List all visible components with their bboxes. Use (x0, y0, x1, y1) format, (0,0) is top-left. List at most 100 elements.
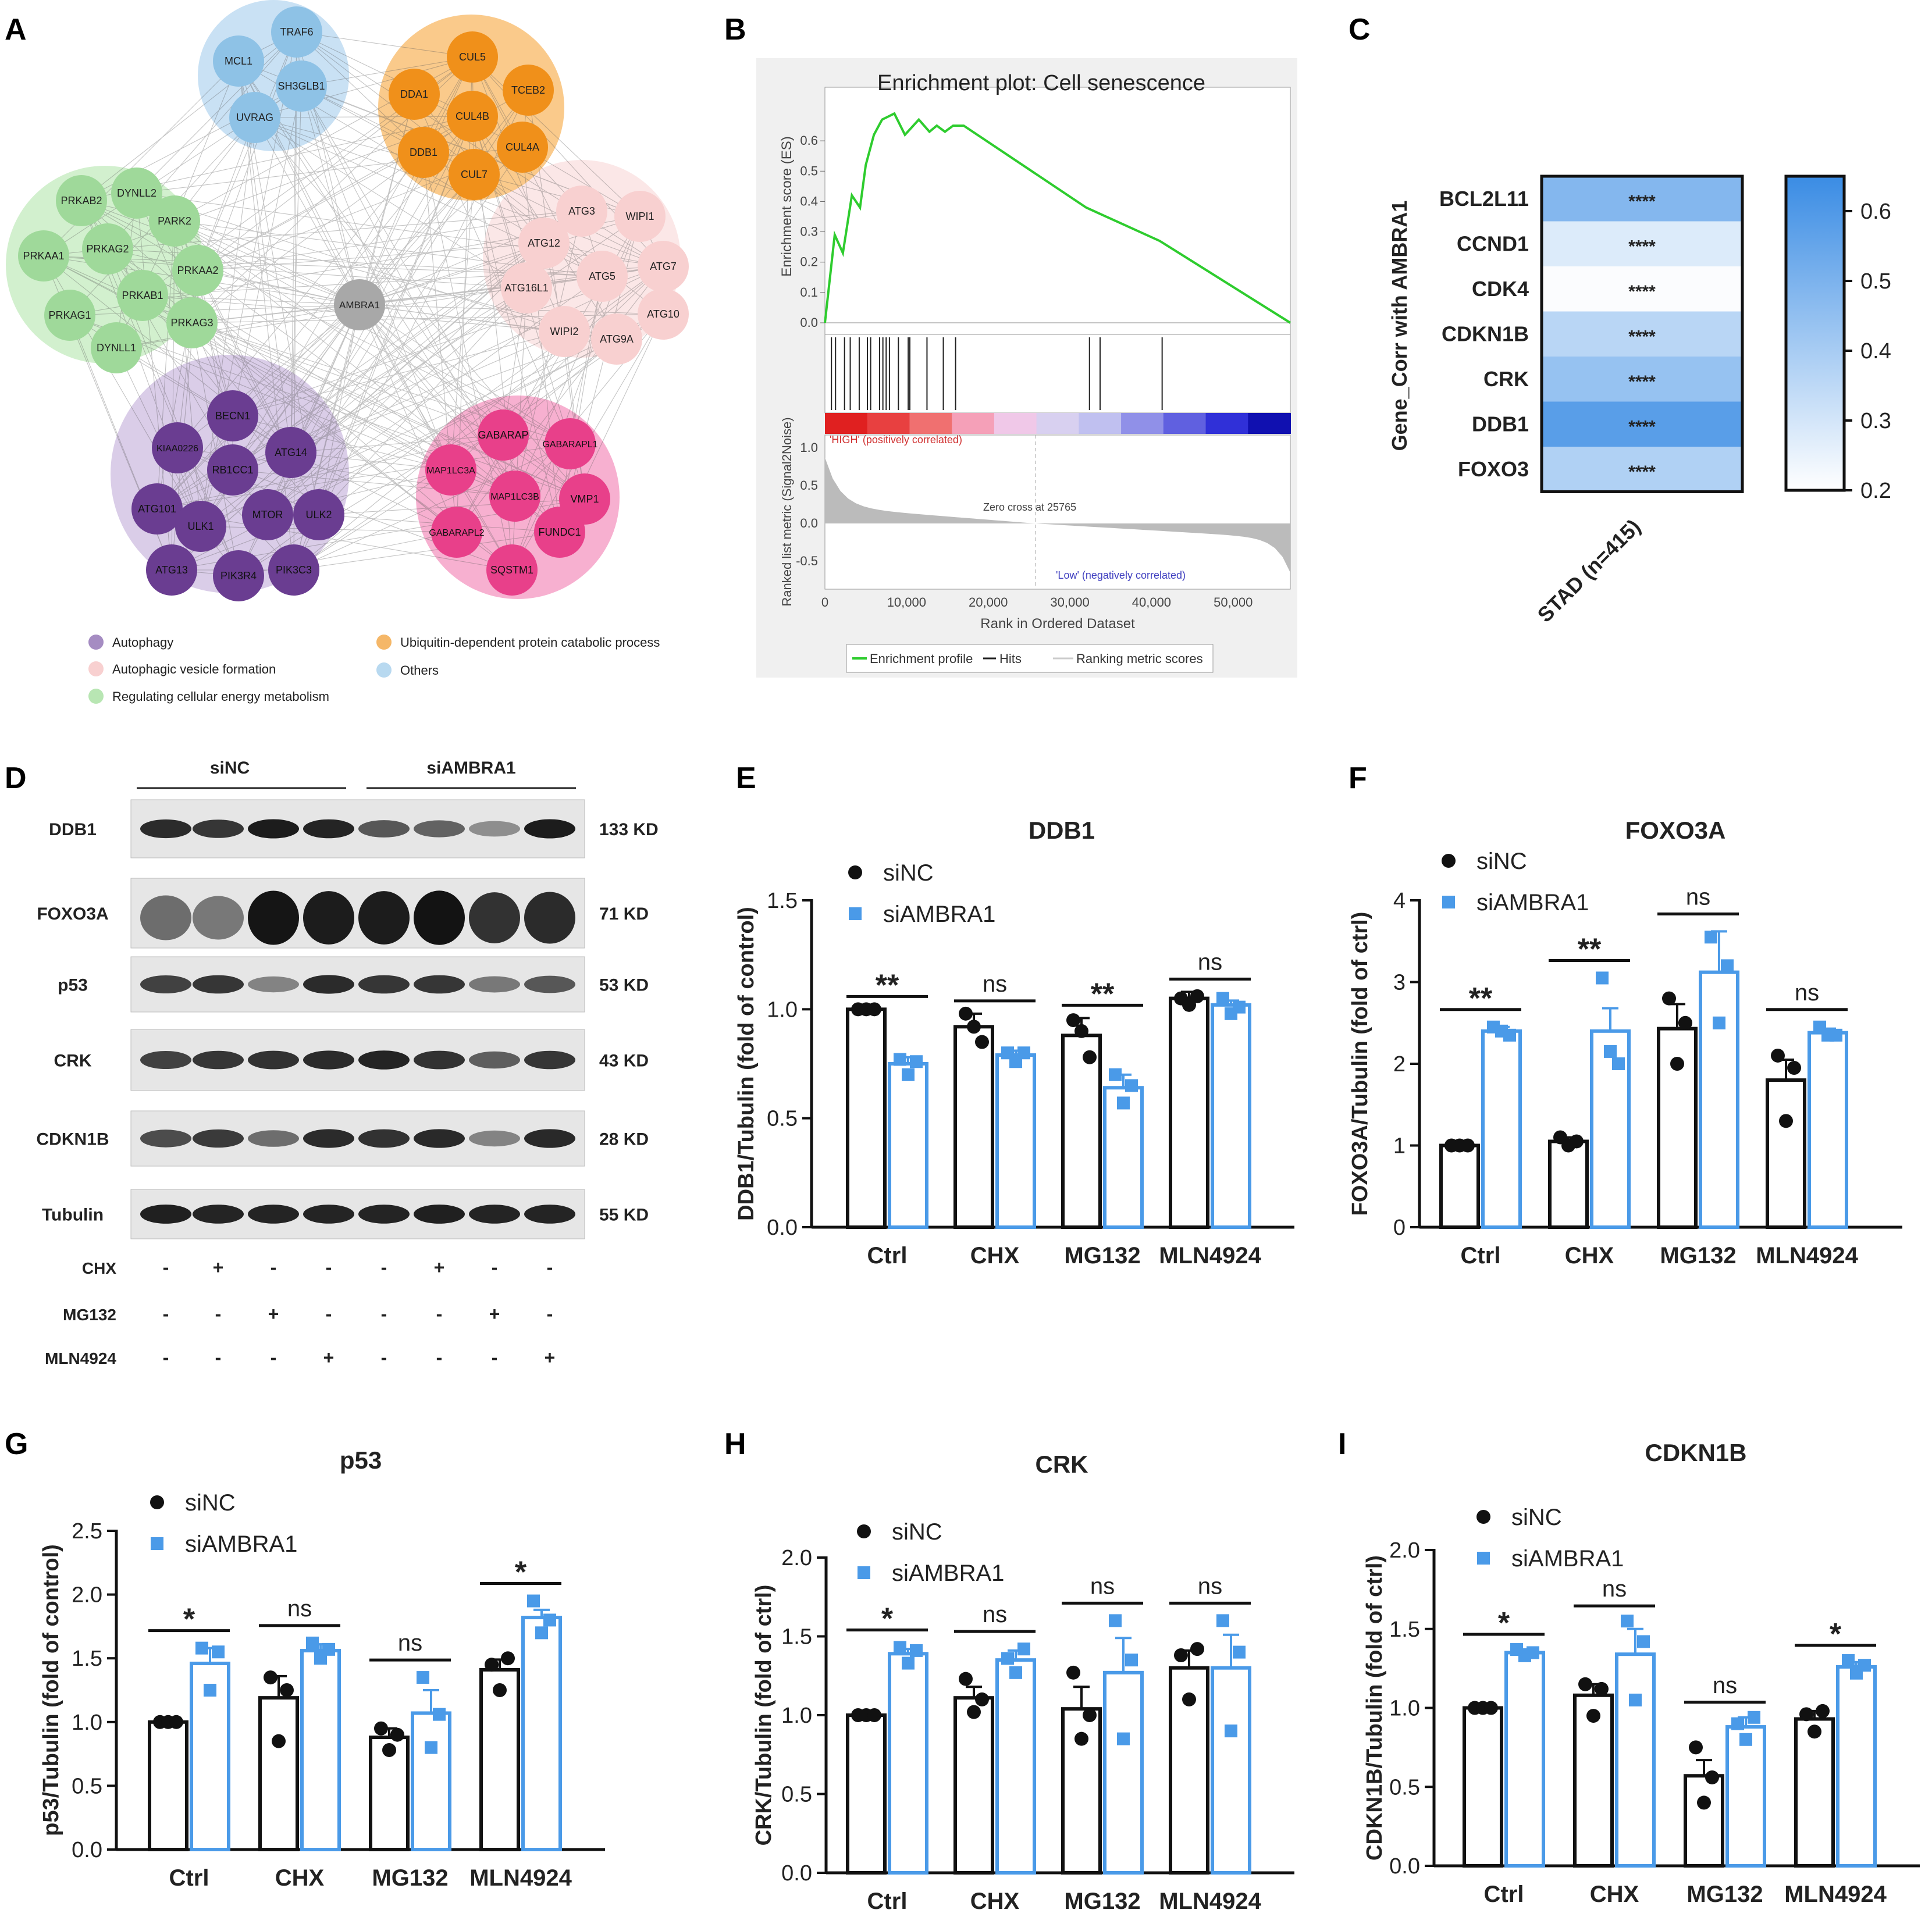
panel-label-a: A (5, 13, 27, 47)
data-point (959, 1006, 973, 1021)
data-point (1595, 1681, 1609, 1696)
edge (359, 116, 473, 305)
blot-band (248, 890, 299, 945)
data-point (1713, 1016, 1725, 1029)
chart-title: CDKN1B (1645, 1439, 1746, 1466)
category-label-mln4924: MLN4924 (469, 1865, 572, 1891)
legend-label-sinc: siNC (185, 1490, 236, 1516)
data-point (1066, 1013, 1080, 1028)
significance-label: ** (1469, 982, 1493, 1015)
treatment-mark: - (326, 1303, 332, 1324)
network-node-gabarapl1 (545, 418, 596, 469)
gene-label: CDKN1B (1442, 322, 1529, 345)
legend-label-sinc: siNC (892, 1519, 942, 1545)
rank-color-segment (909, 413, 953, 434)
blot-band (248, 1130, 299, 1147)
network-node-label: CUL4A (506, 141, 539, 153)
rank-tick-label: 0.0 (800, 516, 818, 530)
bar-siambra1-mln4924 (1836, 1665, 1877, 1868)
data-point (1083, 1050, 1097, 1064)
blot-band (193, 1129, 244, 1148)
legend-marker-sinc (848, 865, 862, 879)
legend-marker-sinc (1476, 1510, 1490, 1524)
es-tick-label: 0.2 (800, 255, 818, 269)
category-label-mg132: MG132 (1064, 1243, 1140, 1269)
data-point (1808, 1724, 1821, 1739)
data-point (1190, 989, 1204, 1003)
network-node-label: ATG5 (589, 270, 615, 282)
network-node-label: ATG16L1 (504, 282, 549, 294)
data-point (1017, 1046, 1030, 1060)
network-panel: BECN1 KIAA0226 ATG14 RB1CC1 ATG101 MTOR ULK2 UL… (6, 0, 689, 704)
network-node-label: MAP1LC3A (426, 466, 475, 476)
data-point (1233, 1000, 1246, 1014)
edge (116, 304, 360, 348)
heatmap-cell-crk (1542, 357, 1742, 402)
blot-band (248, 1050, 299, 1070)
edge (296, 31, 473, 117)
significance-stars: **** (1628, 282, 1656, 301)
blot-band (140, 1129, 191, 1148)
edge (232, 331, 565, 416)
rank-tick-label: -0.5 (796, 554, 818, 568)
data-point (1017, 1642, 1030, 1656)
network-node-prkag3 (166, 297, 218, 348)
network-node-uvrag (229, 92, 280, 143)
bar-sinc-mg132 (1684, 1774, 1724, 1868)
data-point (1586, 1709, 1600, 1723)
edge (450, 174, 475, 471)
network-node-kiaa0226 (152, 422, 203, 473)
data-point (1637, 1635, 1650, 1648)
significance-label: ns (1713, 1673, 1737, 1698)
network-node-label: ATG12 (528, 237, 560, 249)
significance-stars: **** (1628, 327, 1656, 346)
edge (116, 347, 291, 453)
category-label-mg132: MG132 (1687, 1882, 1763, 1907)
bar-sinc-chx (1573, 1693, 1614, 1868)
edge (81, 200, 360, 305)
network-node-ulk1 (175, 501, 226, 552)
y-tick-label: 1.5 (767, 889, 798, 913)
es-tick-label: 0.5 (800, 163, 818, 178)
edge (171, 338, 617, 571)
network-node-label: CUL5 (459, 51, 486, 63)
data-point (1830, 1028, 1842, 1042)
edge (69, 315, 585, 500)
data-point (1074, 1731, 1088, 1746)
blot-band (524, 1205, 575, 1224)
treatment-label: CHX (82, 1259, 116, 1277)
bar-sinc-ctrl (1463, 1706, 1503, 1868)
network-node-gabarapl2 (431, 507, 482, 558)
network-node-label: PIK3C3 (276, 564, 312, 576)
edge (171, 243, 545, 571)
y-axis-label: p53/Tubulin (fold of control) (39, 1544, 63, 1836)
edge (136, 31, 297, 194)
legend-hits: Hits (999, 651, 1022, 666)
y-tick-label: 1.0 (72, 1711, 102, 1735)
heatmap-y-label: Gene_Corr with AMBRA1 (1387, 201, 1411, 451)
x-tick-label: 0 (821, 595, 828, 610)
network-node-dynll1 (91, 322, 142, 373)
data-point (1705, 931, 1717, 944)
gene-label: BCL2L11 (1439, 187, 1529, 211)
edge (142, 266, 664, 296)
blot-band (469, 1205, 520, 1224)
data-point (527, 1594, 540, 1608)
data-point (1721, 959, 1734, 972)
ranking-metric-area (825, 457, 1290, 573)
data-point (1117, 1096, 1130, 1110)
bar-siambra1-mln4924 (1808, 1031, 1848, 1229)
bar-sinc-ctrl (1439, 1143, 1480, 1229)
blot-band (303, 891, 354, 945)
data-point (195, 1641, 208, 1655)
edge (200, 117, 255, 527)
network-node-prkag1 (44, 290, 95, 341)
significance-label: ** (1091, 977, 1115, 1011)
edge (570, 276, 603, 444)
network-node-fundc1 (534, 507, 585, 558)
y-tick-label: 0 (1393, 1216, 1406, 1240)
legend-label: Others (400, 663, 439, 678)
heatmap-cell-cdk4 (1542, 266, 1742, 312)
data-point (1612, 1057, 1625, 1070)
